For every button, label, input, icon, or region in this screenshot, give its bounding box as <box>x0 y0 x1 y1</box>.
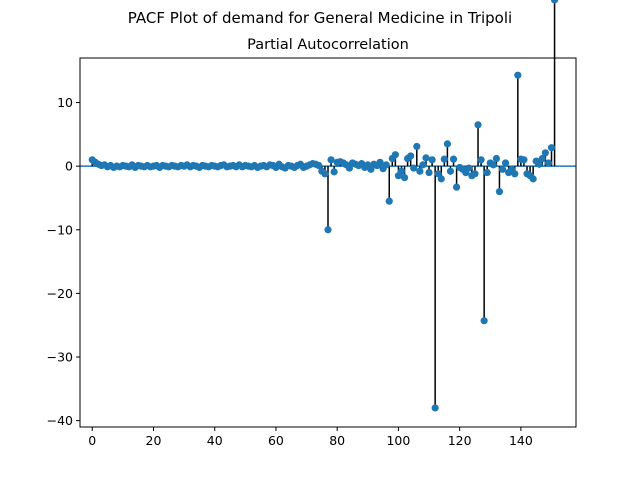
stem-marker <box>547 144 556 152</box>
stem-marker <box>471 170 479 178</box>
stem-marker <box>446 167 455 175</box>
figure-suptitle: PACF Plot of demand for General Medicine… <box>128 9 512 27</box>
stem-marker <box>385 197 393 205</box>
y-tick-label: 10 <box>57 95 73 110</box>
stem-marker <box>474 121 482 129</box>
stem-marker <box>419 161 427 169</box>
x-tick-label: 80 <box>329 433 345 448</box>
stem-marker <box>501 159 510 167</box>
stem-marker <box>550 0 559 4</box>
y-tick-label: −30 <box>47 350 73 365</box>
stem-marker <box>538 154 546 163</box>
stem-marker <box>428 156 436 164</box>
y-tick-label: 0 <box>65 159 73 174</box>
stem-marker <box>440 155 448 163</box>
stem-marker <box>443 140 452 148</box>
stem-marker <box>324 226 332 234</box>
x-tick-label: 40 <box>207 433 223 448</box>
stem-marker <box>315 161 323 170</box>
stem-marker <box>376 158 384 166</box>
x-tick-label: 20 <box>146 433 162 448</box>
stem-marker <box>477 156 485 164</box>
stem-marker <box>400 174 409 182</box>
axes-frame <box>79 57 577 428</box>
stem-marker <box>544 159 553 167</box>
x-tick-label: 140 <box>509 433 533 448</box>
stem-marker <box>498 165 507 173</box>
stem-marker <box>535 160 543 168</box>
x-tick-label: 100 <box>386 433 410 448</box>
chart-title: Partial Autocorrelation <box>247 37 409 53</box>
stem-marker <box>382 161 390 169</box>
stem-marker <box>541 149 549 157</box>
stem-marker <box>410 164 418 172</box>
stem-marker <box>449 155 458 163</box>
stem-marker <box>330 168 338 176</box>
stem-marker <box>413 142 421 151</box>
stem-marker <box>416 167 424 175</box>
y-tick-label: −10 <box>47 222 73 237</box>
stem-marker <box>483 168 491 177</box>
stem-marker <box>422 154 430 162</box>
stem-marker <box>489 161 497 169</box>
stem-marker <box>514 71 522 79</box>
stem-marker <box>495 188 504 196</box>
stem-marker <box>480 317 488 325</box>
x-tick-label: 120 <box>448 433 472 448</box>
stem-marker <box>321 170 329 178</box>
stem-marker <box>529 175 537 183</box>
stem-marker <box>327 156 335 164</box>
stem-marker <box>431 404 439 412</box>
stem-marker <box>520 156 528 164</box>
stem-marker <box>391 151 399 159</box>
x-tick-label: 0 <box>88 433 96 448</box>
plot-area <box>80 0 576 412</box>
stem-marker <box>465 164 473 172</box>
stem-marker <box>492 154 500 163</box>
stem-marker <box>397 167 406 175</box>
stem-marker <box>437 175 445 183</box>
y-tick-label: −20 <box>47 286 73 301</box>
stem-marker <box>511 170 519 178</box>
x-tick-label: 60 <box>268 433 284 448</box>
y-tick-label: −40 <box>47 413 73 428</box>
stem-marker <box>407 152 415 160</box>
stem-marker <box>452 183 461 191</box>
stem-marker <box>425 168 433 177</box>
